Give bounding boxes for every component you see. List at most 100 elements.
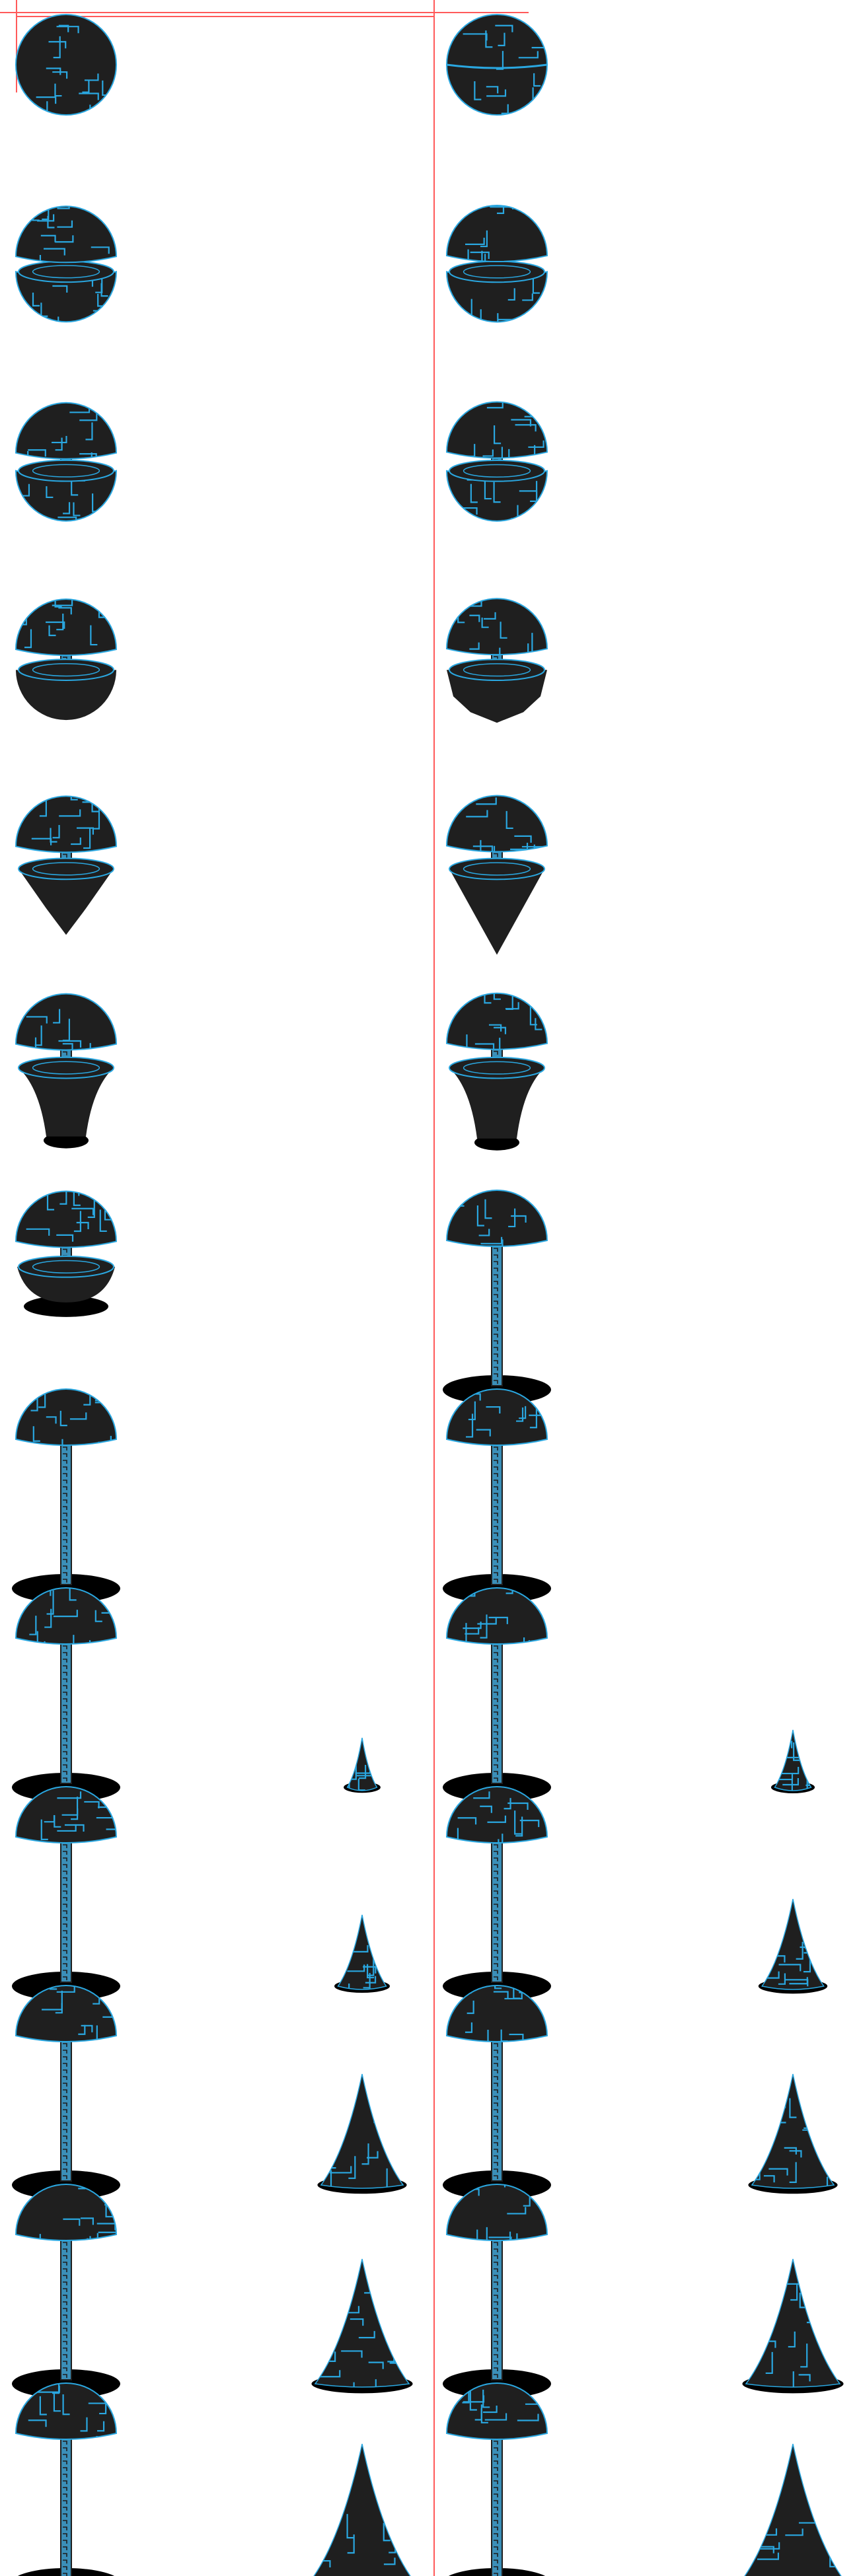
stem-pattern — [494, 2500, 498, 2504]
maze-line — [400, 2509, 408, 2531]
maze-line — [361, 2143, 369, 2165]
stem-pattern — [494, 2460, 498, 2464]
maze-disc — [449, 1056, 545, 1079]
stem-pattern — [63, 2447, 67, 2451]
maze-line — [528, 509, 536, 520]
maze-line — [469, 614, 480, 622]
maze-line — [40, 2040, 56, 2042]
maze-line — [821, 2321, 840, 2329]
maze-line — [344, 2306, 360, 2314]
stem-pattern — [63, 2255, 67, 2259]
maze-line — [484, 993, 492, 1004]
maze-line — [98, 2231, 116, 2239]
maze-line — [357, 1778, 365, 1791]
frame-r13-c2 — [445, 2382, 846, 2576]
stem-pattern — [494, 2109, 498, 2113]
stem-pattern — [494, 1890, 498, 1894]
maze-line — [35, 585, 48, 592]
maze-line — [80, 2217, 94, 2225]
stem-pattern — [494, 1672, 498, 1676]
maze-line — [793, 1742, 801, 1762]
stem-pattern — [494, 1652, 498, 1656]
stem-pattern — [63, 1546, 67, 1550]
maze-line — [390, 1943, 406, 1950]
maze-line — [505, 810, 513, 830]
stem-pattern — [63, 1532, 67, 1536]
stem-pattern — [63, 2056, 67, 2060]
stem-pattern — [494, 1460, 498, 1464]
stem-pattern — [63, 2295, 67, 2299]
maze-disc — [18, 857, 114, 880]
maze-line — [59, 1191, 67, 1205]
maze-line — [495, 24, 513, 32]
stem-pattern — [494, 2540, 498, 2544]
maze-line — [71, 1207, 94, 1215]
stem — [60, 2238, 72, 2380]
maze-line — [57, 220, 73, 228]
maze-line — [50, 1986, 57, 1990]
maze-line — [457, 1817, 477, 1825]
stem-pattern — [63, 2467, 67, 2471]
maze-line — [73, 1211, 81, 1233]
dome-cap — [15, 795, 118, 853]
maze-line — [494, 1026, 507, 1034]
maze-line — [55, 437, 63, 451]
maze-line — [762, 1930, 772, 1938]
stem-pattern — [494, 2301, 498, 2305]
maze-line — [497, 313, 505, 322]
maze-line — [95, 579, 113, 586]
stem-pattern — [494, 1692, 498, 1696]
maze-line — [64, 1824, 85, 1832]
maze-line — [367, 2151, 379, 2159]
stem-pattern — [494, 1314, 498, 1318]
maze-line — [329, 1933, 336, 1943]
maze-line — [494, 425, 502, 445]
maze-line — [371, 2091, 385, 2099]
maze-line — [475, 250, 483, 262]
stem-pattern — [494, 1923, 498, 1927]
maze-line — [504, 1798, 511, 1810]
cone-body — [751, 2073, 835, 2189]
stem-pattern — [494, 2083, 498, 2087]
maze-line — [347, 2534, 355, 2554]
maze-line — [469, 642, 480, 650]
stem-pattern — [63, 1943, 67, 1947]
maze-line — [53, 1610, 78, 1618]
maze-line — [24, 629, 32, 649]
maze-line — [494, 1986, 502, 1989]
maze-line — [52, 435, 67, 444]
maze-disc — [18, 659, 114, 681]
maze-line — [493, 647, 501, 655]
stem-pattern — [63, 2374, 67, 2378]
stem-pattern — [63, 1698, 67, 1702]
stem-pattern — [63, 2328, 67, 2332]
maze-line — [40, 101, 48, 115]
dome-pattern — [28, 2383, 116, 2439]
maze-line — [484, 779, 507, 786]
maze-line — [30, 1392, 38, 1412]
maze-line — [80, 2417, 88, 2432]
maze-line — [789, 2162, 797, 2183]
maze-line — [50, 828, 57, 843]
maze-line — [480, 230, 488, 248]
maze-line — [37, 214, 55, 222]
maze-line — [533, 73, 541, 87]
maze-line — [820, 2530, 839, 2538]
maze-line — [829, 2127, 835, 2147]
frame-r1-c1 — [15, 14, 117, 116]
maze-disc — [18, 1256, 114, 1278]
stem-pattern — [494, 1050, 498, 1055]
stem-pattern — [63, 1963, 67, 1967]
stem-pattern — [63, 1506, 67, 1510]
frame-r8-c2 — [443, 1388, 551, 1603]
stem-pattern — [494, 2566, 498, 2570]
maze-line — [73, 1191, 81, 1206]
maze-line — [58, 607, 72, 615]
maze-line — [324, 2170, 332, 2188]
maze-line — [498, 32, 505, 46]
maze-line — [527, 643, 535, 655]
maze-line — [465, 2022, 473, 2033]
maze-line — [493, 1991, 509, 1999]
maze-line — [799, 2292, 807, 2308]
